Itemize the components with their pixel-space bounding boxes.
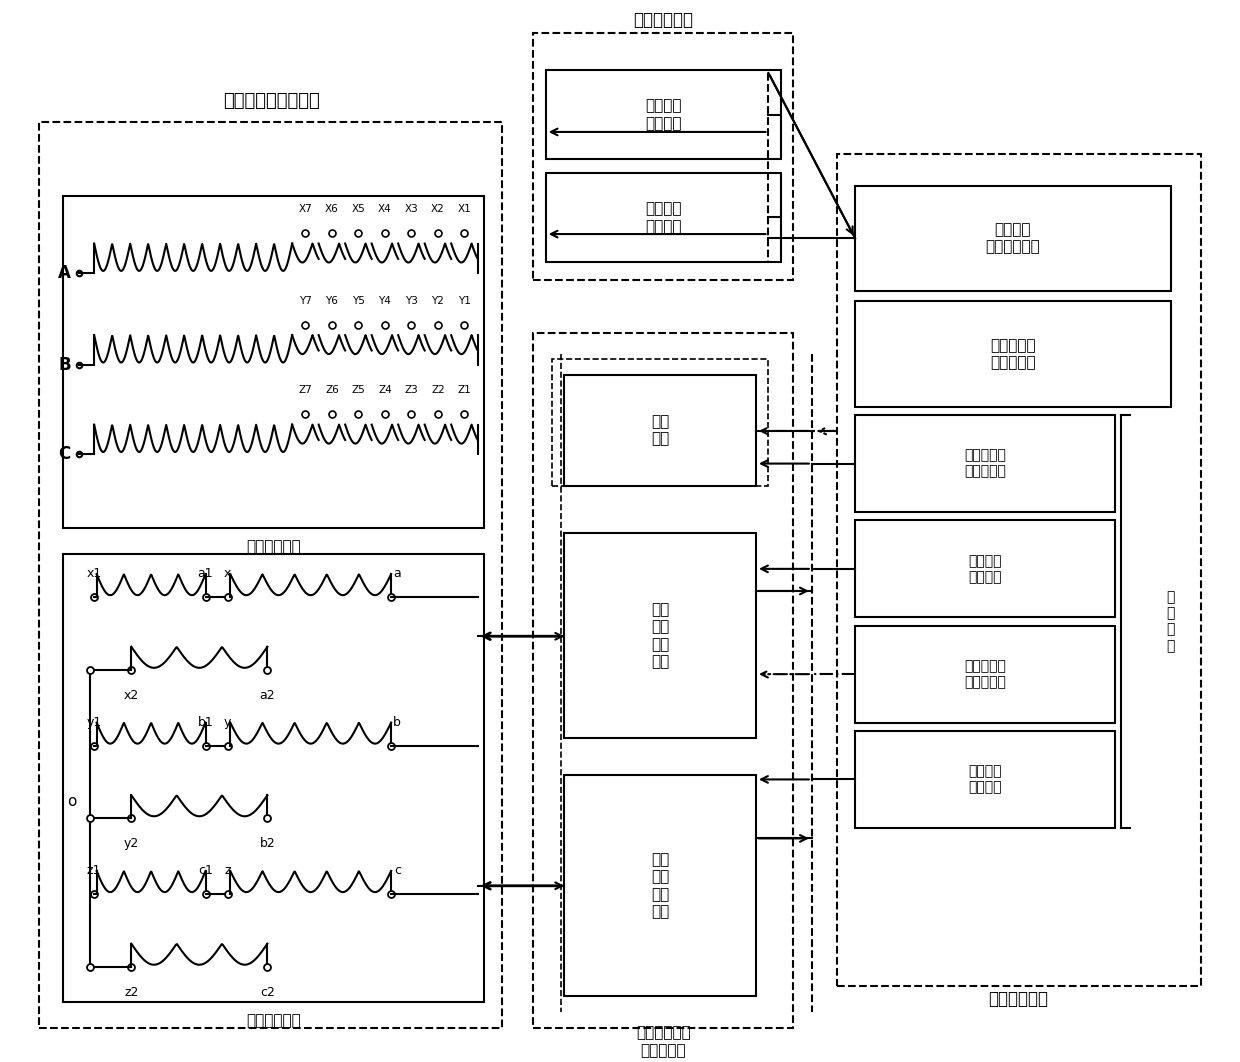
Bar (837, 154, 1202, 986)
Text: c: c (394, 864, 401, 877)
Bar (856, 626, 1115, 722)
Text: y2: y2 (124, 837, 139, 851)
Text: X2: X2 (432, 204, 445, 215)
Bar (856, 186, 1171, 291)
Text: X7: X7 (299, 204, 312, 215)
Text: 有载调容调压
一体化单元: 有载调容调压 一体化单元 (636, 1026, 691, 1058)
Text: Z6: Z6 (325, 386, 339, 395)
Bar (533, 333, 794, 1028)
Text: 分相无功
补偿设备: 分相无功 补偿设备 (645, 202, 682, 234)
Text: 综合分析判
断决策模块: 综合分析判 断决策模块 (990, 338, 1035, 371)
Text: c1: c1 (198, 864, 213, 877)
Text: C: C (58, 445, 71, 463)
Text: Y3: Y3 (405, 295, 418, 306)
Text: x: x (224, 567, 232, 581)
Text: 分相无功补
偿控制单元: 分相无功补 偿控制单元 (963, 660, 1006, 689)
Bar (546, 70, 781, 159)
Text: a: a (393, 567, 402, 581)
Text: X3: X3 (404, 204, 418, 215)
Text: z: z (224, 864, 231, 877)
Text: 配套设备单元: 配套设备单元 (634, 12, 693, 30)
Text: z1: z1 (87, 864, 102, 877)
Text: Y1: Y1 (458, 295, 471, 306)
Text: y1: y1 (87, 716, 102, 729)
Text: A: A (58, 264, 71, 282)
Text: a1: a1 (197, 567, 213, 581)
Text: B: B (58, 356, 71, 374)
Text: c2: c2 (260, 986, 275, 998)
Text: y: y (224, 716, 232, 729)
Bar (552, 359, 769, 485)
Bar (38, 122, 502, 1028)
Text: 有载调压
控制单元: 有载调压 控制单元 (968, 765, 1002, 794)
Text: Y2: Y2 (432, 295, 444, 306)
Bar (564, 775, 756, 996)
Text: b2: b2 (259, 837, 275, 851)
Text: 高压绕组线圈: 高压绕组线圈 (247, 539, 301, 554)
Bar (856, 415, 1115, 512)
Bar (63, 196, 484, 528)
Text: 低压绕组线圈: 低压绕组线圈 (247, 1013, 301, 1028)
Text: Z2: Z2 (432, 386, 445, 395)
Text: b1: b1 (197, 716, 213, 729)
Text: x2: x2 (124, 689, 139, 702)
Text: 在线负荷
调相设备: 在线负荷 调相设备 (645, 99, 682, 131)
Text: 输
出
控
制: 输 出 控 制 (1167, 590, 1174, 653)
Text: 有载
调容
开关
设备: 有载 调容 开关 设备 (651, 602, 670, 669)
Bar (63, 554, 484, 1001)
Bar (856, 520, 1115, 617)
Text: a2: a2 (259, 689, 275, 702)
Text: Z4: Z4 (378, 386, 392, 395)
Text: 数据状态
信息采集模块: 数据状态 信息采集模块 (986, 222, 1040, 255)
Text: x1: x1 (87, 567, 102, 581)
Text: o: o (67, 794, 77, 809)
Text: Z3: Z3 (404, 386, 418, 395)
Text: Y4: Y4 (378, 295, 392, 306)
Bar (856, 302, 1171, 407)
Bar (533, 33, 794, 280)
Text: Y5: Y5 (352, 295, 365, 306)
Bar (546, 173, 781, 262)
Text: X6: X6 (325, 204, 339, 215)
Text: b: b (393, 716, 402, 729)
Text: Z7: Z7 (299, 386, 312, 395)
Text: Z5: Z5 (352, 386, 366, 395)
Text: Z1: Z1 (458, 386, 471, 395)
Text: X4: X4 (378, 204, 392, 215)
Text: 在线负荷调
相控制单元: 在线负荷调 相控制单元 (963, 448, 1006, 479)
Text: 驱动
电机: 驱动 电机 (651, 414, 670, 447)
Text: 综合控制单元: 综合控制单元 (988, 991, 1048, 1009)
Text: X5: X5 (352, 204, 366, 215)
Bar (564, 375, 756, 485)
Text: 有载
调压
开关
设备: 有载 调压 开关 设备 (651, 852, 670, 920)
Text: Y6: Y6 (325, 295, 339, 306)
Text: 配电变压器本体单元: 配电变压器本体单元 (223, 92, 320, 110)
Bar (856, 731, 1115, 828)
Text: Y7: Y7 (299, 295, 311, 306)
Text: X1: X1 (458, 204, 471, 215)
Text: 有载调容
控制单元: 有载调容 控制单元 (968, 553, 1002, 584)
Text: z2: z2 (124, 986, 139, 998)
Bar (564, 533, 756, 738)
